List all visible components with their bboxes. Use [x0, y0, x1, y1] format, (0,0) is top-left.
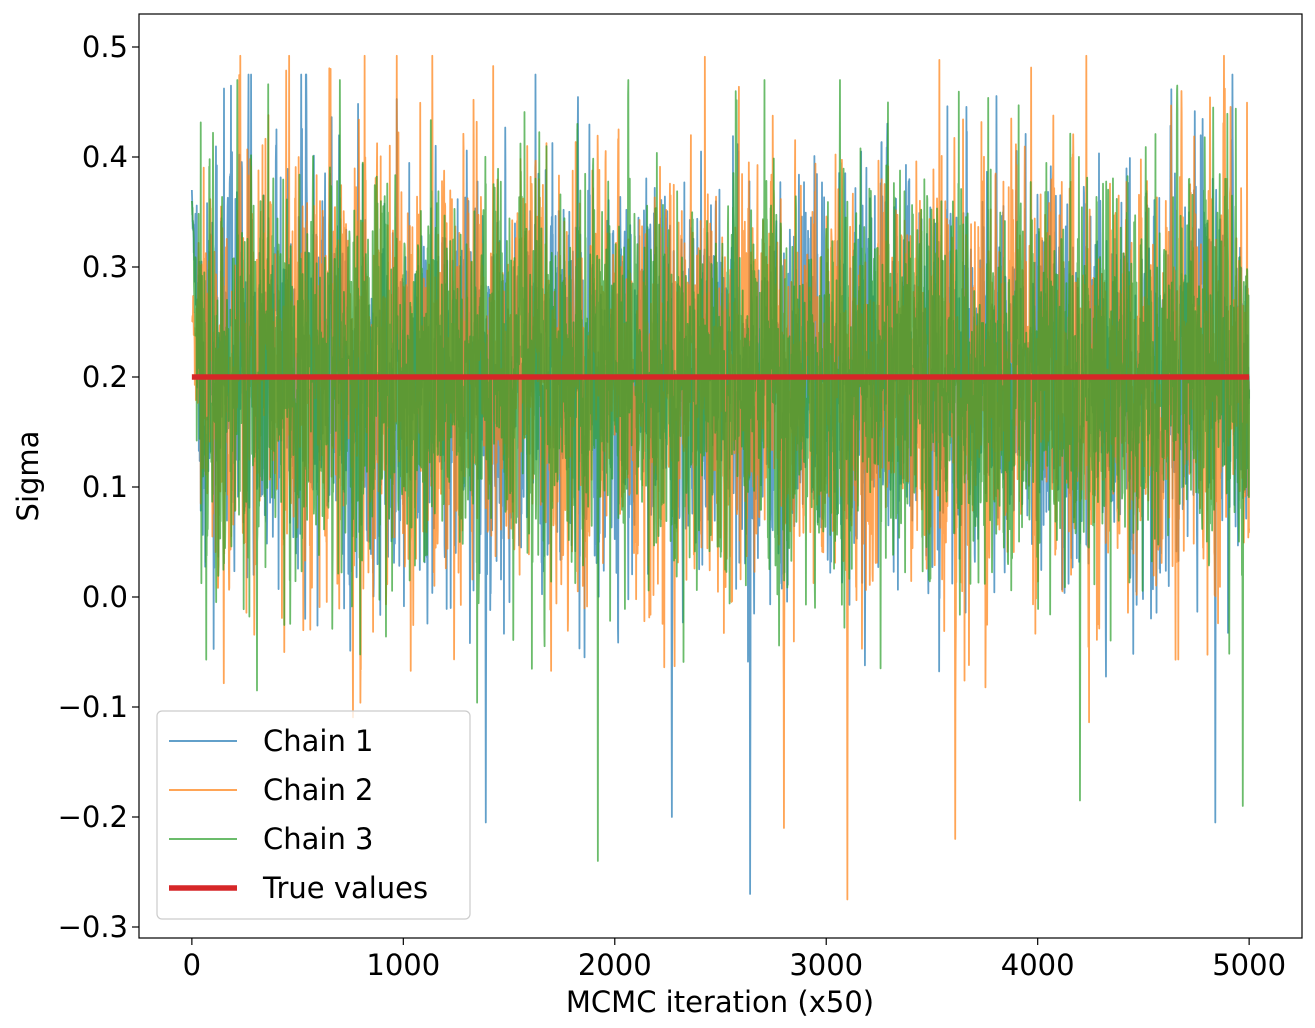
legend-label: Chain 3 — [263, 822, 374, 856]
y-tick-label: 0.3 — [82, 250, 128, 284]
x-tick-label: 1000 — [366, 948, 440, 982]
x-axis-label: MCMC iteration (x50) — [566, 985, 874, 1019]
y-tick-label: 0.4 — [82, 140, 128, 174]
y-axis: −0.3 −0.2 −0.1 0.0 0.1 0.2 0.3 0.4 0.5 — [58, 30, 139, 944]
legend: Chain 1 Chain 2 Chain 3 True values — [156, 710, 471, 920]
x-tick-label: 2000 — [578, 948, 652, 982]
legend-label: Chain 2 — [263, 773, 374, 807]
y-tick-label: 0.5 — [82, 30, 128, 64]
y-tick-label: −0.2 — [58, 800, 128, 834]
x-tick-label: 4000 — [1001, 948, 1075, 982]
y-tick-label: −0.3 — [58, 910, 128, 944]
x-axis: 0 1000 2000 3000 4000 5000 — [183, 938, 1286, 982]
legend-box — [156, 710, 471, 920]
x-tick-label: 5000 — [1212, 948, 1286, 982]
series-line-chain-3 — [190, 79, 1251, 862]
y-tick-label: −0.1 — [58, 690, 128, 724]
plot-frame — [138, 13, 1303, 939]
y-tick-label: 0.1 — [82, 470, 128, 504]
y-axis-label: Sigma — [11, 431, 45, 522]
legend-label: True values — [262, 871, 428, 905]
series-layer — [190, 54, 1251, 901]
x-tick-label: 0 — [183, 948, 201, 982]
x-tick-label: 3000 — [789, 948, 863, 982]
y-tick-label: 0.0 — [82, 580, 128, 614]
legend-label: Chain 1 — [263, 724, 374, 758]
y-tick-label: 0.2 — [82, 360, 128, 394]
